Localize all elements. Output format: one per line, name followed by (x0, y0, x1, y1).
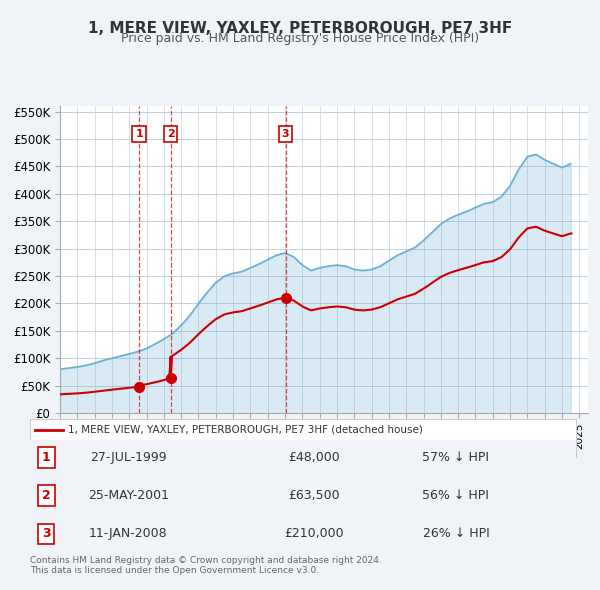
Text: 1: 1 (42, 451, 51, 464)
Text: 1, MERE VIEW, YAXLEY, PETERBOROUGH, PE7 3HF: 1, MERE VIEW, YAXLEY, PETERBOROUGH, PE7 … (88, 21, 512, 35)
Text: 27-JUL-1999: 27-JUL-1999 (90, 451, 167, 464)
Text: HPI: Average price, detached house, Huntingdonshire: HPI: Average price, detached house, Hunt… (68, 441, 348, 451)
Text: 3: 3 (282, 129, 289, 139)
Text: 11-JAN-2008: 11-JAN-2008 (89, 527, 167, 540)
Text: 26% ↓ HPI: 26% ↓ HPI (422, 527, 489, 540)
Text: £63,500: £63,500 (288, 489, 340, 502)
Text: £210,000: £210,000 (284, 527, 344, 540)
Text: 57% ↓ HPI: 57% ↓ HPI (422, 451, 490, 464)
Text: 56% ↓ HPI: 56% ↓ HPI (422, 489, 490, 502)
Text: 1, MERE VIEW, YAXLEY, PETERBOROUGH, PE7 3HF (detached house): 1, MERE VIEW, YAXLEY, PETERBOROUGH, PE7 … (68, 425, 423, 435)
Text: 25-MAY-2001: 25-MAY-2001 (88, 489, 169, 502)
Text: 2: 2 (42, 489, 51, 502)
Text: 2: 2 (167, 129, 175, 139)
Text: Price paid vs. HM Land Registry's House Price Index (HPI): Price paid vs. HM Land Registry's House … (121, 32, 479, 45)
Text: Contains HM Land Registry data © Crown copyright and database right 2024.
This d: Contains HM Land Registry data © Crown c… (30, 556, 382, 575)
Text: 3: 3 (42, 527, 50, 540)
Text: 1: 1 (135, 129, 143, 139)
Text: £48,000: £48,000 (288, 451, 340, 464)
